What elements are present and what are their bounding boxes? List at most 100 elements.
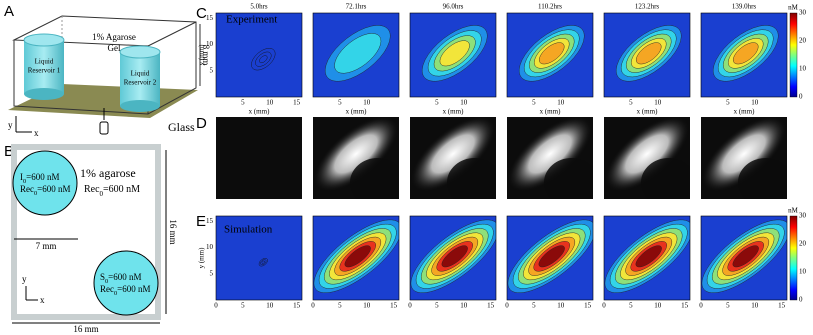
plot-frame: [603, 215, 691, 301]
contour-line: [258, 258, 268, 267]
x-tick-label: 5: [435, 99, 439, 107]
contour-line: [259, 55, 268, 64]
y-axis-label: y (mm): [198, 247, 206, 268]
plot-c: [216, 13, 302, 97]
plot-d: [701, 117, 787, 199]
contour-level: [733, 42, 759, 65]
plot-e: [410, 216, 496, 300]
fluorescence: [313, 117, 399, 192]
x-axis-label: x (mm): [443, 108, 464, 116]
reservoir-2: [93, 250, 159, 316]
gel-label: 1% Agarose: [92, 32, 136, 42]
panel-label: C: [196, 5, 207, 22]
x-tick-label: 5: [338, 99, 342, 107]
plot-c: [410, 13, 496, 97]
bottom-label: 16 mm: [73, 324, 98, 334]
reservoir-label: Liquid: [35, 58, 54, 66]
concentration-label: Rec0=600 nM: [84, 184, 140, 197]
label-part: Rec: [84, 184, 100, 195]
x-tick-label: 5: [338, 302, 342, 310]
x-tick-label: 10: [266, 302, 274, 310]
plot-d: [313, 117, 399, 199]
x-axis-label: x (mm): [734, 108, 755, 116]
label-part: Rec: [20, 184, 34, 194]
x-tick-label: 0: [214, 302, 218, 310]
plot-frame: [312, 215, 400, 301]
time-label: 96.0hrs: [443, 3, 464, 11]
x-tick-label: 15: [293, 99, 301, 107]
colorbar-tick-label: 30: [799, 212, 807, 220]
glass-label: Glass: [168, 120, 195, 134]
plot-frame: [700, 215, 788, 301]
x-tick-label: 10: [557, 302, 565, 310]
y-tick-label: 15: [206, 14, 214, 22]
x-tick-label: 10: [654, 302, 662, 310]
x-tick-label: 15: [778, 302, 786, 310]
y-tick-label: 15: [206, 217, 214, 225]
label-part: 0: [114, 290, 117, 297]
shadow: [543, 158, 593, 199]
x-tick-label: 0: [408, 302, 412, 310]
x-tick-label: 5: [629, 99, 633, 107]
plot-frame: [506, 215, 594, 301]
label-part: 0: [23, 178, 26, 185]
x-tick-label: 15: [681, 302, 689, 310]
colorbar-tick-label: 0: [799, 93, 803, 101]
side-label: 16 mm: [168, 219, 178, 244]
reservoir-2-base: [120, 100, 160, 112]
time-label: 139.0hrs: [732, 3, 757, 11]
plot-frame: [603, 12, 691, 98]
contour-level: [441, 245, 468, 268]
y-tick-label: 10: [206, 40, 214, 48]
height-label: 8 mm: [201, 45, 211, 66]
x-tick-label: 5: [241, 302, 245, 310]
image-bg: [216, 117, 302, 199]
colorbar-unit: nM: [788, 4, 799, 12]
x-tick-label: 10: [654, 99, 662, 107]
x-tick-label: 5: [241, 99, 245, 107]
contour-level: [334, 33, 382, 74]
x-tick-label: 10: [751, 99, 759, 107]
x-axis-label: x (mm): [637, 108, 658, 116]
label-part: =600 nM: [108, 272, 141, 282]
fluorescence: [604, 117, 690, 192]
plot-frame: [506, 12, 594, 98]
plot-c: [313, 13, 399, 97]
contour-level: [439, 40, 470, 67]
panel-label: E: [196, 213, 206, 230]
x-tick-label: 0: [505, 302, 509, 310]
x-tick-label: 10: [363, 302, 371, 310]
row-title: Experiment: [226, 14, 277, 26]
x-tick-label: 15: [487, 302, 495, 310]
contour-line: [251, 48, 276, 71]
contour-level: [344, 245, 371, 268]
concentration-label: I0=600 nM: [20, 172, 59, 185]
label-part: =600 nM: [37, 184, 70, 194]
plot-frame: [409, 215, 497, 301]
concentration-label: Rec0=600 nM: [20, 184, 70, 197]
reservoir-label: Reservoir 1: [28, 67, 61, 75]
panel-b: B 1% agarose 7 mm 16 mm 16 mm y x: [4, 143, 178, 334]
panel-a: A 1% Agarose Gel Liquid Reservoir 1 Liqu…: [4, 3, 211, 138]
axis-label: x: [34, 128, 39, 138]
reservoir-1-base: [24, 88, 64, 100]
time-label: 72.1hrs: [346, 3, 367, 11]
x-tick-label: 15: [584, 302, 592, 310]
contour-level: [636, 42, 662, 65]
colorbar-tick-label: 10: [799, 268, 807, 276]
x-tick-label: 5: [726, 99, 730, 107]
colorbar-tick-label: 30: [799, 9, 807, 17]
label-part: S: [100, 272, 105, 282]
concentration-label: S0=600 nM: [100, 272, 142, 285]
axis-label: y: [22, 274, 27, 284]
plot-frame: [312, 12, 400, 98]
x-tick-label: 0: [311, 302, 315, 310]
time-label: 5.0hrs: [250, 3, 268, 11]
reservoir-label: Liquid: [131, 70, 150, 78]
colorbar-tick-label: 0: [799, 296, 803, 304]
label-part: 0: [105, 278, 108, 285]
colorbar-tick-label: 10: [799, 65, 807, 73]
plot-e: [604, 216, 690, 300]
